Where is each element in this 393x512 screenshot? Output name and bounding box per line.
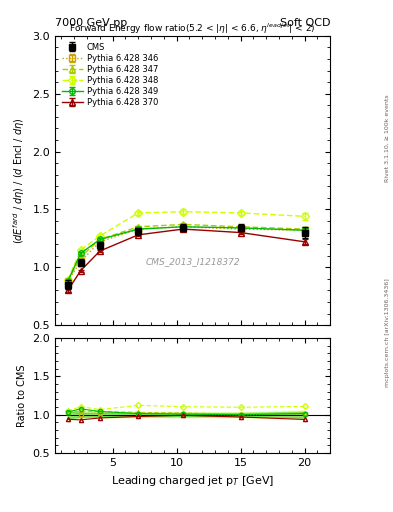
X-axis label: Leading charged jet p$_T$ [GeV]: Leading charged jet p$_T$ [GeV] [111,474,274,487]
Text: Soft QCD: Soft QCD [280,18,330,28]
Y-axis label: $(dE^{fard}$ / $d\eta$) / $(d$ Encl / $d\eta$): $(dE^{fard}$ / $d\eta$) / $(d$ Encl / $d… [11,117,27,244]
Text: Rivet 3.1.10, ≥ 100k events: Rivet 3.1.10, ≥ 100k events [385,94,389,182]
Text: 7000 GeV pp: 7000 GeV pp [55,18,127,28]
Title: Forward Energy flow ratio(5.2 < |$\eta$| < 6.6, $\eta^{leadjet}$| < 2): Forward Energy flow ratio(5.2 < |$\eta$|… [69,22,316,36]
Text: mcplots.cern.ch [arXiv:1306.3436]: mcplots.cern.ch [arXiv:1306.3436] [385,279,389,387]
Legend: CMS, Pythia 6.428 346, Pythia 6.428 347, Pythia 6.428 348, Pythia 6.428 349, Pyt: CMS, Pythia 6.428 346, Pythia 6.428 347,… [59,40,161,110]
Y-axis label: Ratio to CMS: Ratio to CMS [17,364,27,427]
Text: CMS_2013_I1218372: CMS_2013_I1218372 [145,257,240,266]
